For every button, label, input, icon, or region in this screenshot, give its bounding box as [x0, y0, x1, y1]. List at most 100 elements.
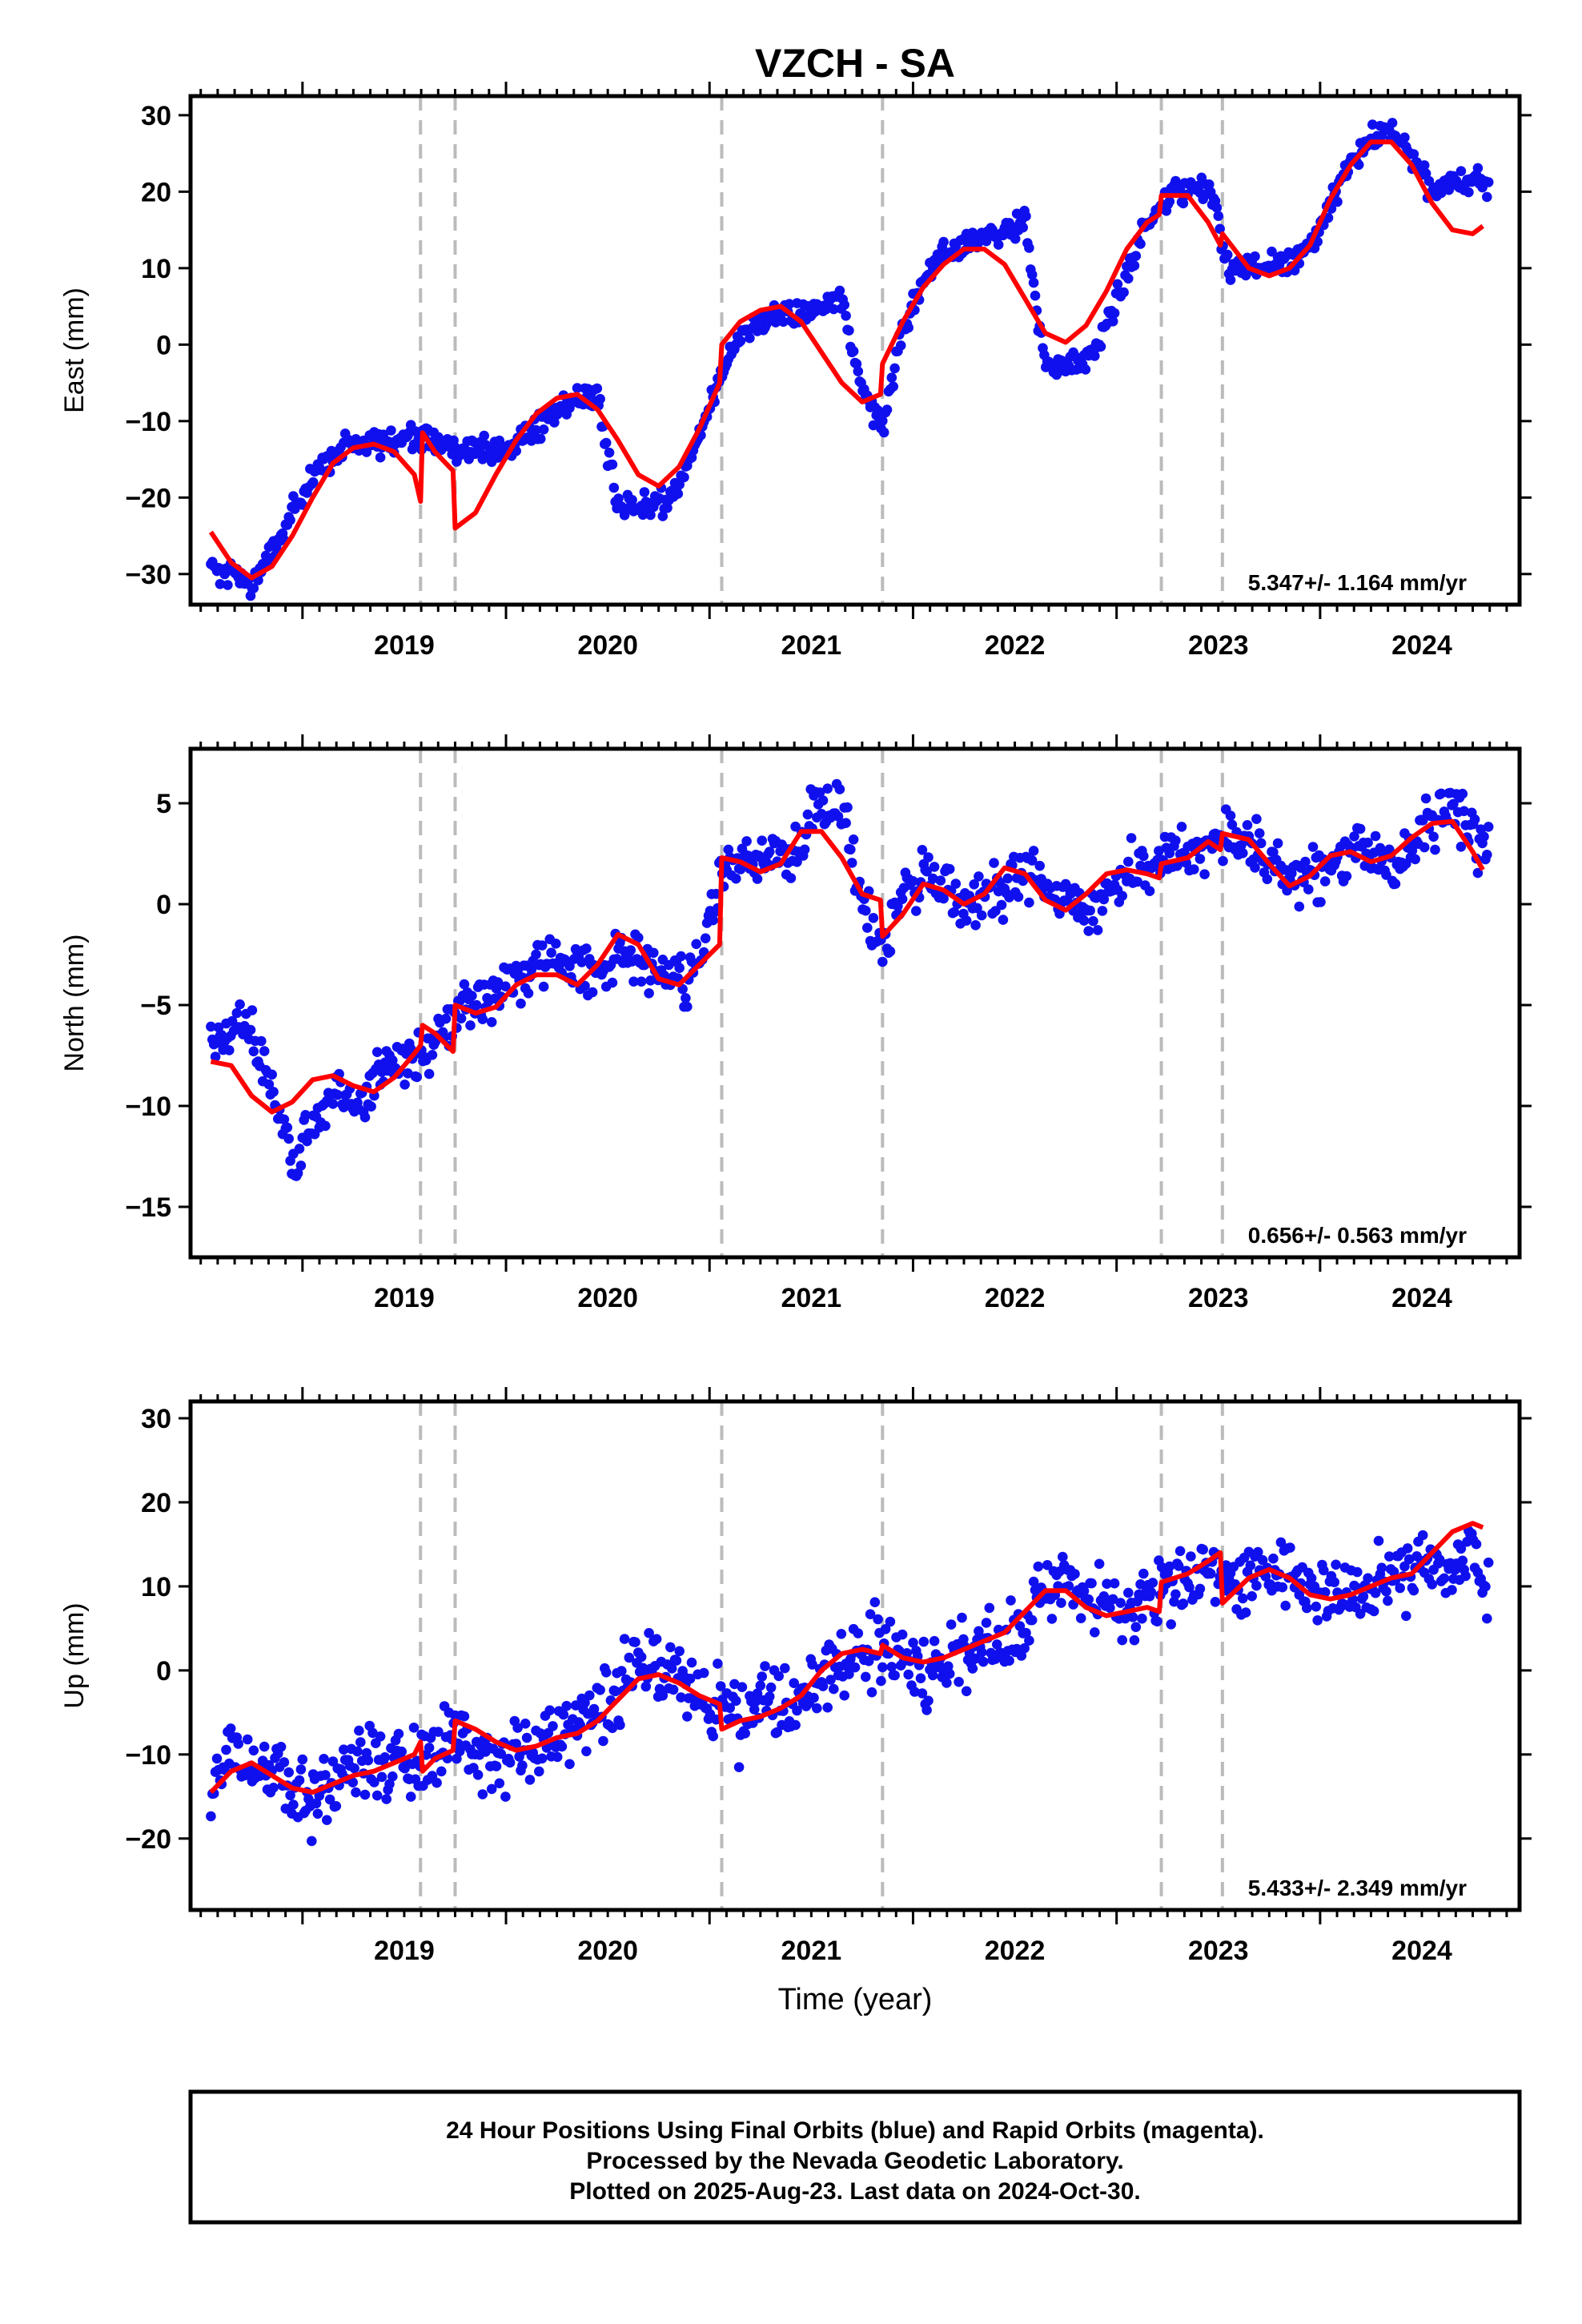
- up-data-point: [295, 1764, 307, 1775]
- north-data-point: [1225, 810, 1236, 821]
- up-data-point: [1329, 1577, 1339, 1587]
- up-data-point: [822, 1702, 833, 1713]
- figure-title: VZCH - SA: [755, 41, 955, 86]
- north-data-point: [764, 846, 775, 857]
- up-data-point: [379, 1752, 391, 1763]
- north-data-point: [302, 1136, 312, 1147]
- north-data-point: [636, 976, 647, 987]
- north-data-point: [816, 809, 827, 819]
- north-data-point: [841, 818, 851, 828]
- up-data-point: [1457, 1555, 1468, 1566]
- up-data-point: [1130, 1622, 1142, 1632]
- north-data-point: [923, 852, 934, 862]
- north-data-point: [1117, 891, 1127, 901]
- up-data-point: [351, 1787, 361, 1798]
- north-data-point: [465, 1020, 476, 1031]
- up-data-point: [511, 1739, 521, 1749]
- up-data-point: [1164, 1561, 1175, 1572]
- north-data-point: [1341, 870, 1352, 882]
- north-data-point: [1002, 873, 1013, 884]
- north-data-point: [757, 835, 767, 846]
- north-data-point: [644, 988, 654, 999]
- up-ytick-label: −20: [125, 1824, 171, 1855]
- north-data-point: [846, 858, 857, 868]
- east-data-point: [1472, 163, 1484, 174]
- north-data-point: [546, 947, 556, 958]
- east-data-point: [607, 459, 618, 470]
- east-xtick-label: 2020: [577, 630, 638, 661]
- up-data-point: [923, 1695, 934, 1706]
- up-data-point: [1174, 1546, 1186, 1557]
- north-data-point: [682, 1001, 693, 1012]
- north-data-point: [908, 876, 918, 887]
- up-data-point: [536, 1753, 548, 1764]
- east-data-point: [600, 437, 612, 448]
- up-panel: −20 −10 0 10 20 30 2019 2020 2021 2022 2023 2024 Up …: [59, 1387, 1532, 1966]
- east-data-point: [1332, 196, 1343, 207]
- up-data-point: [598, 1735, 608, 1747]
- up-data-point: [764, 1691, 775, 1702]
- east-data-point: [1129, 260, 1140, 271]
- up-data-point: [294, 1775, 305, 1786]
- north-data-point: [868, 913, 879, 923]
- north-data-point: [1098, 894, 1110, 905]
- up-data-point: [610, 1686, 620, 1697]
- east-data-point: [1435, 187, 1447, 199]
- up-data-point: [1004, 1655, 1014, 1666]
- up-data-point: [624, 1652, 635, 1663]
- up-data-point: [369, 1777, 379, 1787]
- east-ytick-label: 0: [156, 330, 171, 360]
- north-data-point: [1435, 788, 1447, 799]
- north-data-point: [1054, 908, 1065, 919]
- east-data-point: [662, 503, 673, 513]
- up-data-point: [970, 1653, 981, 1664]
- east-data-point: [1225, 275, 1236, 285]
- east-data-point: [1204, 179, 1215, 190]
- north-data-point: [1370, 830, 1381, 842]
- east-data-point: [639, 487, 650, 497]
- east-data-point: [1213, 211, 1224, 222]
- up-data-point: [1427, 1579, 1437, 1590]
- north-xtick-label: 2020: [577, 1283, 638, 1313]
- up-data-point: [1105, 1602, 1115, 1614]
- up-data-point: [556, 1741, 568, 1752]
- north-data-point: [263, 1079, 275, 1090]
- up-data-point: [915, 1673, 926, 1683]
- north-data-point: [944, 863, 955, 875]
- north-data-point: [320, 1120, 331, 1132]
- north-data-point: [708, 915, 718, 926]
- north-data-point: [1092, 925, 1103, 935]
- east-y-axis-label: East (mm): [59, 287, 90, 413]
- north-data-point: [486, 1017, 497, 1027]
- up-data-point: [725, 1703, 735, 1713]
- up-data-point: [731, 1695, 741, 1707]
- up-data-point: [405, 1791, 416, 1802]
- north-ytick-label: 0: [156, 890, 171, 920]
- up-data-point: [354, 1725, 364, 1736]
- east-data-point: [993, 239, 1004, 250]
- north-data-point: [412, 1072, 423, 1083]
- east-data-point: [873, 405, 883, 416]
- up-data-point: [548, 1721, 558, 1731]
- up-data-point: [1086, 1578, 1097, 1589]
- north-data-point: [741, 836, 752, 846]
- north-data-point: [1428, 831, 1439, 842]
- north-data-point: [268, 1087, 279, 1097]
- north-data-point: [1189, 864, 1199, 875]
- east-data-point: [1483, 177, 1494, 187]
- up-data-point: [459, 1711, 470, 1722]
- up-data-point: [790, 1719, 801, 1731]
- up-data-point: [866, 1687, 877, 1698]
- up-data-point: [1205, 1568, 1216, 1579]
- up-data-point: [946, 1619, 957, 1630]
- up-data-point: [1094, 1558, 1105, 1570]
- north-data-point: [492, 977, 504, 987]
- north-data-point: [551, 939, 561, 949]
- north-data-point: [1028, 846, 1039, 856]
- north-data-point: [213, 1022, 224, 1033]
- north-data-point: [245, 1024, 256, 1035]
- up-data-point: [917, 1688, 928, 1699]
- north-ytick-label: −10: [125, 1092, 171, 1122]
- east-data-point: [841, 311, 851, 321]
- north-data-point: [427, 1050, 438, 1060]
